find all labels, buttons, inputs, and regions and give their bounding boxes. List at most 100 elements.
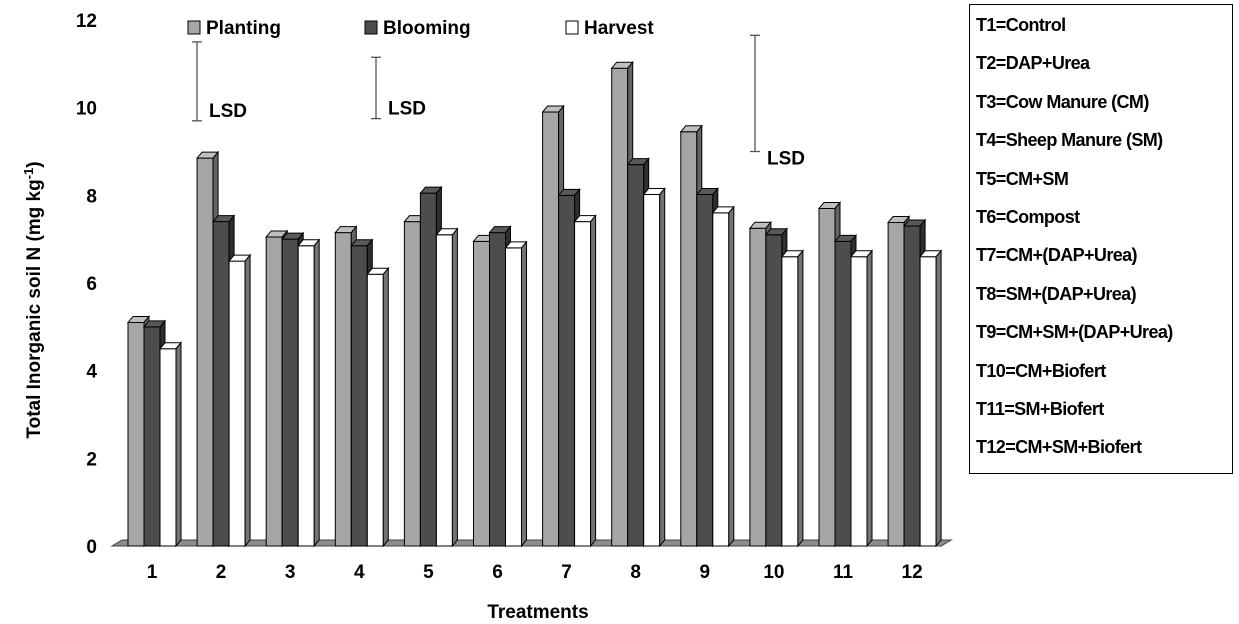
bar-front [781,256,799,547]
treatment-key-item: T9=CM+SM+(DAP+Urea) [976,322,1173,343]
bar [711,205,735,548]
bar-side [935,249,942,548]
y-axis-title-main: Total Inorganic soil N (mg kg [24,179,45,438]
treatment-key-item: T12=CM+SM+Biofert [976,437,1142,458]
bar-front [818,207,836,547]
y-tick-label: 12 [76,11,97,32]
bar-front [850,256,868,547]
x-tick-label: 3 [285,562,296,583]
bar-front [903,225,921,547]
x-tick-label: 10 [763,562,784,583]
chart-floor [110,539,954,547]
lsd-bar: LSD [192,41,247,122]
y-tick-label: 2 [86,449,97,470]
bar-front [712,212,730,547]
bar-front [435,234,453,547]
lsd-label: LSD [388,99,426,120]
treatment-key-item: T6=Compost [976,207,1080,227]
treatment-key-item: T2=DAP+Urea [976,53,1090,74]
bar-front [212,221,230,547]
bar-front [228,260,246,547]
treatment-key-item: T1=Control [976,15,1066,35]
treatment-key-item: T8=SM+(DAP+Urea) [976,283,1137,304]
bar [642,187,666,548]
y-tick-label: 8 [86,186,97,207]
bars [126,60,943,548]
bar-front [489,232,506,547]
bar-front [403,221,421,547]
bar-front [574,221,592,547]
y-tick-label: 10 [76,99,97,120]
bar-front [350,245,368,547]
y-axis-title: Total Inorganic soil N (mg kg-1) [21,161,45,438]
bar-front [919,256,937,547]
bar [573,214,597,548]
bar-side [590,214,597,548]
bar-front [765,234,783,547]
bar-front [611,67,629,547]
treatment-key-item: T5=CM+SM [976,168,1069,189]
x-tick-label: 2 [216,562,227,583]
lsd-label: LSD [209,101,247,122]
bar [849,249,874,548]
bar-front [127,321,145,547]
treatment-key-item: T10=CM+Biofert [976,360,1106,381]
bar-front [265,236,283,547]
bar-side [521,240,527,548]
y-tick-label: 4 [86,362,97,383]
legend-item: Planting [187,18,281,39]
bar-side [382,266,389,548]
bar-front [281,238,299,547]
bar-side [313,238,320,548]
bar-front [627,164,645,547]
y-tick-label: 6 [86,274,97,295]
x-tick-label: 8 [630,562,641,583]
bar-side [866,249,873,548]
x-tick-label: 6 [492,562,503,583]
bar-front [334,232,352,547]
bar-front [696,193,714,547]
legend-swatch [565,20,579,35]
bar-front [834,240,852,547]
bar-front [558,194,576,547]
x-tick-label: 5 [423,562,434,583]
legend: Planting Blooming Harvest [187,18,654,39]
treatment-key-item: T3=Cow Manure (CM) [976,91,1149,112]
lsd-markers: LSD LSD LSD [192,34,805,170]
bar-side [659,187,666,548]
x-axis-title: Treatments [487,602,588,623]
legend-swatch [364,20,378,35]
lsd-bar: LSD [750,34,805,170]
bar-front [473,240,490,547]
bar-side [797,249,804,548]
y-axis-title-superscript: -1 [21,168,36,180]
floor-plane [110,539,954,547]
bar [228,253,252,548]
legend-label: Planting [206,18,281,39]
x-tick-label: 11 [833,562,854,583]
bar-side [728,205,735,548]
legend-item: Blooming [364,18,471,39]
treatment-key-item: T4=Sheep Manure (SM) [976,130,1163,151]
y-tick-label: 0 [86,537,97,558]
bar-front [505,247,522,547]
bar-front [297,245,315,547]
x-tick-label: 1 [147,562,158,583]
x-tick-label: 9 [700,562,711,583]
bar-front [143,326,161,547]
treatment-key: T1=Control T2=DAP+Urea T3=Cow Manure (CM) T… [969,4,1233,474]
legend-swatch [187,20,201,35]
bar-front [643,193,661,547]
lsd-bar: LSD [371,56,426,120]
x-tick-label: 12 [902,562,923,583]
bar-front [366,273,384,547]
bar-front [680,131,698,547]
bar-front [887,222,905,547]
y-axis-title-close: ) [24,161,45,167]
treatment-key-item: T7=CM+(DAP+Urea) [976,245,1138,266]
lsd-label: LSD [767,149,805,170]
bar-front [749,227,767,547]
x-axis: 1 2 3 4 5 6 7 8 9 10 11 12 [147,562,923,583]
bar [780,249,804,548]
